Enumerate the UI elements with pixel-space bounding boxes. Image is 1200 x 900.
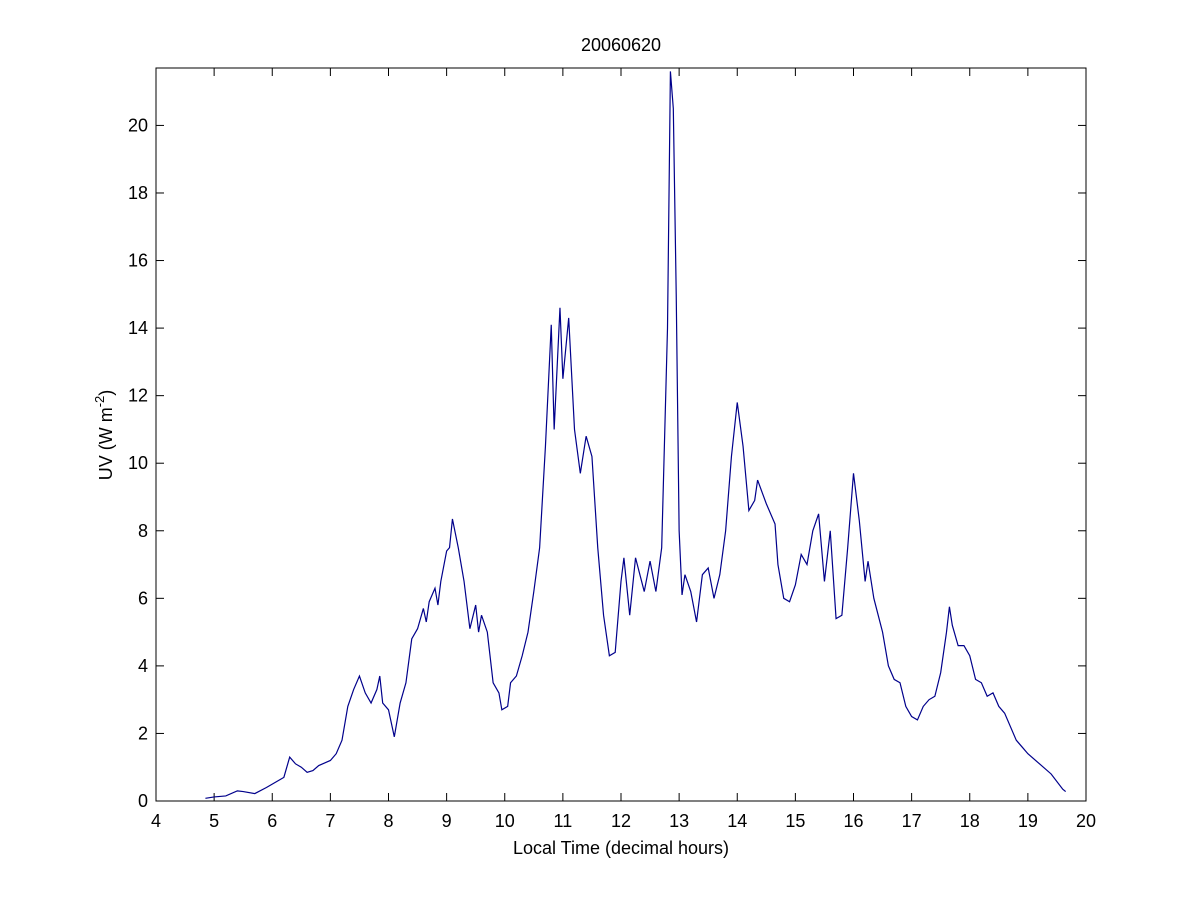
x-tick-label: 14 — [727, 811, 747, 831]
x-tick-label: 12 — [611, 811, 631, 831]
y-tick-label: 20 — [128, 115, 148, 135]
y-tick-label: 2 — [138, 723, 148, 743]
x-tick-label: 15 — [785, 811, 805, 831]
x-tick-label: 9 — [442, 811, 452, 831]
x-tick-label: 11 — [554, 811, 573, 831]
y-tick-label: 16 — [128, 251, 148, 271]
y-tick-label: 8 — [138, 521, 148, 541]
x-tick-label: 16 — [843, 811, 863, 831]
x-tick-label: 19 — [1018, 811, 1038, 831]
y-tick-label: 14 — [128, 318, 148, 338]
y-tick-label: 18 — [128, 183, 148, 203]
y-tick-label: 12 — [128, 386, 148, 406]
x-tick-label: 17 — [902, 811, 922, 831]
y-label-text: UV (W m — [96, 407, 116, 480]
series-line — [205, 71, 1067, 799]
x-tick-label: 10 — [495, 811, 515, 831]
chart-title: 20060620 — [581, 35, 661, 55]
x-tick-label: 8 — [383, 811, 393, 831]
y-label-suffix: ) — [96, 390, 116, 396]
x-tick-label: 18 — [960, 811, 980, 831]
y-tick-label: 0 — [138, 791, 148, 811]
x-tick-label: 4 — [151, 811, 161, 831]
x-tick-label: 13 — [669, 811, 689, 831]
x-tick-label: 7 — [325, 811, 335, 831]
y-label-sup: -2 — [92, 396, 107, 408]
x-tick-label: 5 — [209, 811, 219, 831]
x-tick-label: 6 — [267, 811, 277, 831]
plot-frame — [155, 67, 1087, 802]
x-tick-label: 20 — [1076, 811, 1096, 831]
y-tick-label: 4 — [138, 656, 148, 676]
x-axis-label: Local Time (decimal hours) — [513, 838, 729, 858]
y-tick-label: 6 — [138, 588, 148, 608]
y-axis-label: UV (W m-2) — [92, 390, 116, 481]
y-tick-label: 10 — [128, 453, 148, 473]
